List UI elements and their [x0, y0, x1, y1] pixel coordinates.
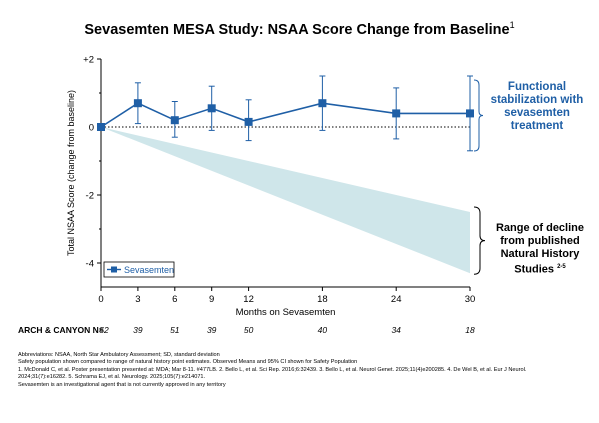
n-value: 52 — [99, 325, 109, 335]
footnotes: Abbreviations: NSAA, North Star Ambulato… — [18, 352, 593, 389]
n-value: 40 — [318, 325, 328, 335]
legend-label: Sevasemten — [124, 265, 174, 275]
n-value: 18 — [465, 325, 475, 335]
y-tick-label: +2 — [83, 55, 94, 66]
x-tick-label: 12 — [243, 294, 254, 305]
annotation-line: Functional — [507, 81, 567, 93]
x-tick-label: 18 — [317, 294, 328, 305]
x-tick-label: 0 — [98, 294, 103, 305]
series-line — [100, 102, 470, 128]
annotation-line: Studies — [514, 263, 554, 276]
footnote-investigational: Sevasemten is an investigational agent t… — [18, 381, 226, 388]
legend-swatch-marker — [111, 266, 117, 273]
n-value: 34 — [391, 325, 401, 335]
y-axis-title: Total NSAA Score (change from baseline) — [66, 90, 76, 256]
data-point — [133, 99, 142, 108]
x-tick-label: 3 — [135, 294, 140, 305]
data-point — [170, 116, 179, 125]
chart-title-text: Sevasemten MESA Study: NSAA Score Change… — [84, 21, 510, 38]
n-value: 51 — [170, 325, 180, 335]
footnote-references: 1. McDonald C, et al. Poster presentatio… — [18, 366, 527, 373]
chart-title: Sevasemten MESA Study: NSAA Score Change… — [0, 20, 599, 38]
series-group — [97, 75, 474, 152]
footnote-references-cont: 2024;31(7):e16282. 5. Schrama EJ, et al.… — [18, 374, 206, 381]
annotation-line: treatment — [510, 120, 564, 132]
data-point — [244, 117, 253, 126]
decline-range-area — [101, 127, 470, 274]
title-reference: 1 — [509, 20, 515, 30]
data-point — [392, 109, 401, 118]
footnote-abbreviations: Abbreviations: NSAA, North Star Ambulato… — [18, 352, 220, 358]
data-point — [318, 99, 327, 108]
decline-bracket — [473, 79, 486, 275]
x-tick-label: 9 — [209, 294, 214, 305]
chart-legend: Sevasemten — [103, 261, 175, 278]
legend-box — [103, 261, 175, 278]
annotation-line: sevasemten — [504, 107, 570, 119]
annotation-line: Natural History — [500, 248, 580, 260]
data-point — [207, 104, 216, 113]
functional-bracket — [473, 79, 484, 152]
annotation-line: stabilization with — [490, 94, 584, 106]
data-point — [466, 109, 474, 118]
decline-range-band — [101, 127, 470, 274]
n-value: 50 — [244, 325, 254, 335]
y-tick-label: -2 — [86, 191, 94, 202]
annotation-line: Range of decline — [495, 222, 585, 234]
decline-range-bracket — [473, 206, 486, 275]
n-value: 39 — [207, 325, 217, 335]
x-axis-title: Months on Sevasemten — [236, 307, 336, 318]
decline-reference: 2-5 — [557, 264, 566, 270]
n-value: 39 — [133, 325, 143, 335]
decline-range-annotation: Range of decline from published Natural … — [484, 222, 596, 277]
data-point — [97, 123, 105, 131]
chart-axes: +2 0 -2 -4 0 3 6 9 12 18 24 30 Months on Sevasemten T… — [66, 55, 475, 336]
y-tick-label: 0 — [89, 123, 94, 134]
y-tick-label: -4 — [86, 259, 94, 270]
functional-stabilization-annotation: Functional stabilization with sevasemten… — [478, 81, 596, 133]
annotation-line: from published — [500, 235, 580, 247]
x-tick-label: 6 — [172, 294, 177, 305]
x-tick-label: 30 — [465, 294, 476, 305]
footnote-population: Safety population shown compared to rang… — [18, 359, 358, 366]
n-row-label: ARCH & CANYON N= — [18, 325, 104, 335]
x-tick-label: 24 — [391, 294, 402, 305]
